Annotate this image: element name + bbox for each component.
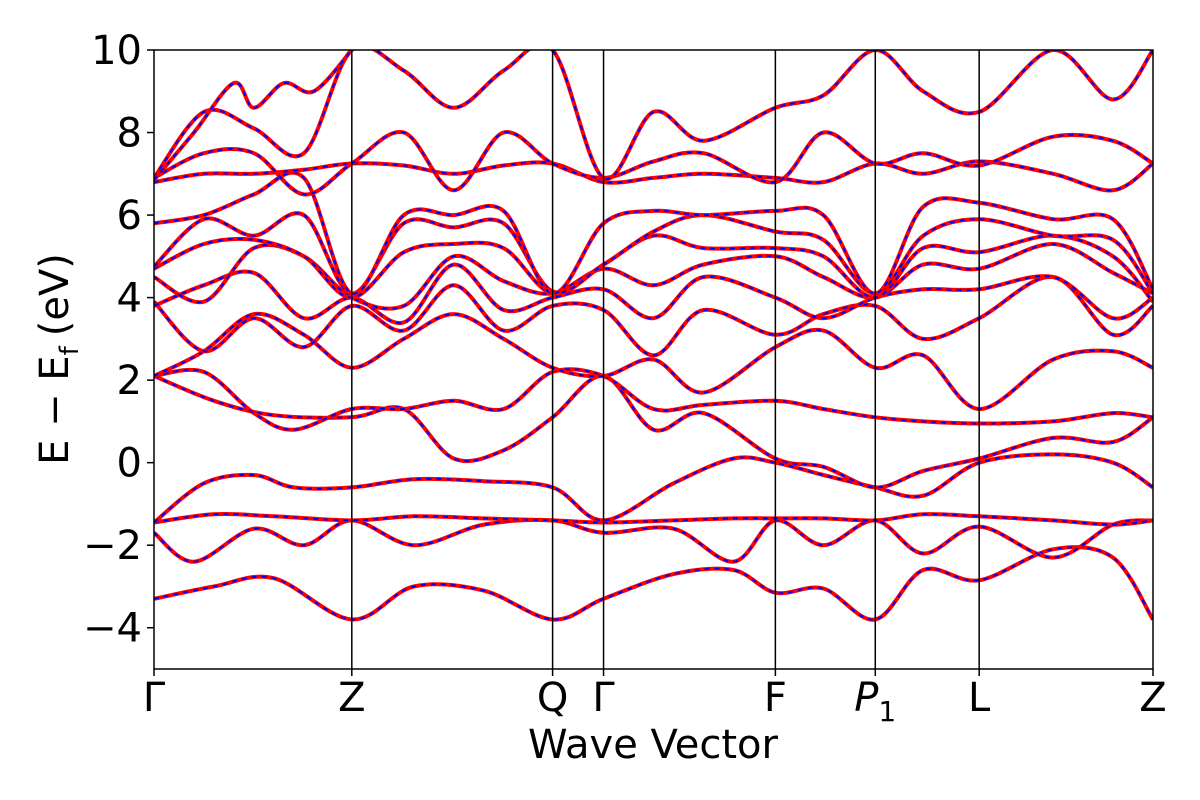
x-tick-label-4: Γ — [592, 675, 615, 721]
y-tick-label-1: −4 — [83, 606, 142, 652]
band-7-dashed — [154, 312, 1153, 411]
band-9-solid — [154, 262, 1153, 326]
band-10-solid — [154, 241, 1153, 311]
y-axis-ticks: −4 −2 0 2 4 6 8 10 — [83, 28, 154, 652]
y-axis-title-unit: (eV) — [32, 253, 78, 336]
plot-frame — [153, 49, 1154, 670]
band-11-solid — [154, 233, 1153, 304]
y-axis-title-main: E − E — [32, 355, 78, 465]
x-tick-label-6: P1 — [854, 675, 896, 728]
y-axis-title: E − Ef (eV) — [32, 253, 85, 465]
band-12-solid — [154, 211, 1153, 296]
x-axis-ticks: Γ Z Q Γ F P1 L Z — [143, 669, 1167, 728]
y-tick-label-4: 2 — [117, 358, 142, 404]
x-tick-label-5: F — [764, 675, 787, 721]
band-13-dashed — [154, 171, 1153, 295]
y-tick-label-2: −2 — [83, 523, 142, 569]
band-1-dashed — [154, 546, 1153, 621]
x-tick-label-8: Z — [1139, 675, 1166, 721]
y-tick-label-8: 10 — [91, 28, 142, 74]
high-symmetry-lines — [351, 50, 980, 669]
band-6-dashed — [154, 368, 1153, 431]
band-10-dashed — [154, 242, 1153, 310]
band-3-solid — [154, 512, 1153, 527]
band-17-dashed — [154, 50, 353, 181]
x-tick-label-2: Z — [338, 675, 365, 721]
x-tick-label-3: Q — [537, 675, 568, 721]
y-axis-title-subscript: f — [55, 345, 85, 355]
band-12-dashed — [154, 212, 1153, 295]
x-axis-title: Wave Vector — [528, 722, 779, 768]
band-2-solid — [154, 517, 1153, 564]
y-tick-label-5: 4 — [117, 276, 142, 322]
band-1-solid — [154, 545, 1153, 622]
y-tick-label-7: 8 — [117, 111, 142, 157]
band-11-dashed — [154, 234, 1153, 303]
band-7-solid — [154, 311, 1153, 412]
x-tick-label-1: Γ — [143, 675, 166, 721]
band-15-dashed — [154, 131, 1153, 196]
band-5-solid — [154, 374, 1153, 490]
x-tick-label-7: L — [968, 675, 991, 721]
y-tick-label-3: 0 — [117, 441, 142, 487]
band-2-dashed — [154, 518, 1153, 563]
band-4-solid — [154, 452, 1153, 525]
bands-layer — [154, 50, 1153, 622]
band-14-dashed — [154, 160, 1153, 192]
band-3-dashed — [154, 513, 1153, 526]
band-9-dashed — [154, 263, 1153, 325]
y-tick-label-6: 6 — [117, 193, 142, 239]
